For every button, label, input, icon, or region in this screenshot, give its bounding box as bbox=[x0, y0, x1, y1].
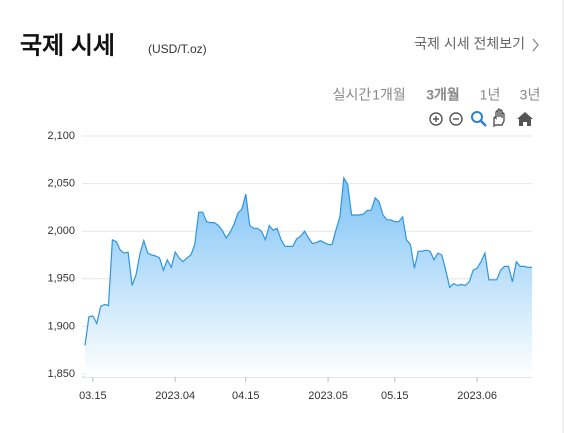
area-fill bbox=[85, 177, 532, 377]
period-tab[interactable]: 1년 bbox=[480, 87, 501, 103]
price-line bbox=[84, 175, 532, 346]
y-tick-label: 2,100 bbox=[47, 130, 75, 142]
y-tick-label: 1,900 bbox=[47, 320, 75, 332]
chevron[interactable] bbox=[532, 38, 539, 52]
home[interactable] bbox=[517, 112, 533, 126]
zoom-out[interactable] bbox=[449, 112, 463, 126]
unit: (USD/T.oz) bbox=[148, 42, 207, 56]
plot: 1,850 1,900 1,950 2,000 2,050 2,100 03.15 2023.… bbox=[47, 130, 532, 402]
title: 국제 시세 bbox=[20, 32, 115, 59]
pan[interactable] bbox=[493, 108, 505, 128]
x-tick-label: 2023.05 bbox=[308, 390, 348, 402]
zoom-select[interactable] bbox=[471, 111, 487, 127]
x-tick-label: 03.15 bbox=[79, 390, 107, 402]
period-tab[interactable]: 실시간 bbox=[333, 87, 372, 103]
y-tick-label: 2,050 bbox=[47, 178, 75, 190]
x-tick-label: 05.15 bbox=[381, 390, 409, 402]
x-tick-label: 04.15 bbox=[232, 390, 260, 402]
x-tick-label: 2023.06 bbox=[457, 390, 497, 402]
toolbar bbox=[429, 108, 533, 128]
y-tick-label: 2,000 bbox=[47, 225, 75, 237]
y-tick-label: 1,850 bbox=[47, 368, 75, 380]
period-tab[interactable]: 3개월 bbox=[426, 87, 460, 103]
period-tab[interactable]: 1개월 bbox=[372, 87, 406, 103]
period-tab[interactable]: 3년 bbox=[520, 87, 541, 103]
zoom-in[interactable] bbox=[429, 112, 443, 126]
y-tick-label: 1,950 bbox=[47, 273, 75, 285]
view-all-link[interactable]: 국제 시세 전체보기 bbox=[414, 36, 525, 52]
x-tick-label: 2023.04 bbox=[155, 390, 195, 402]
